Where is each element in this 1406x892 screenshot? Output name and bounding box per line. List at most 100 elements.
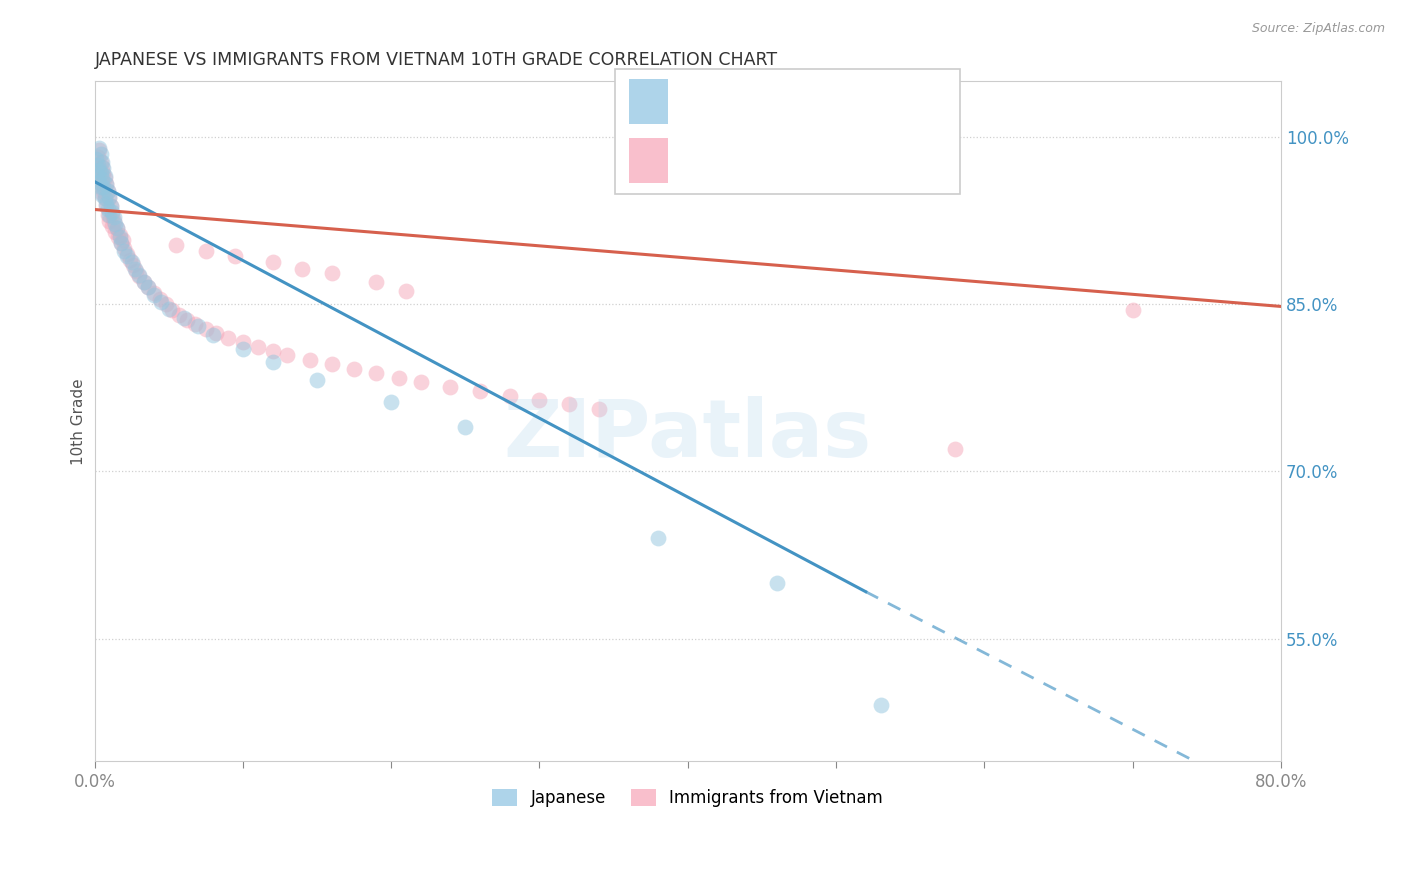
Point (105, 221, 128, 235)
Point (100, 199, 122, 213)
Point (91, 188, 114, 202)
Point (122, 258, 145, 272)
Point (142, 286, 165, 301)
Point (454, 419, 477, 434)
Point (165, 238, 187, 252)
Point (94, 191, 117, 205)
Point (276, 349, 298, 363)
Point (380, 395, 402, 409)
Point (110, 235, 132, 250)
Text: 75: 75 (879, 153, 901, 168)
Legend: Japanese, Immigrants from Vietnam: Japanese, Immigrants from Vietnam (485, 782, 890, 814)
Point (112, 242, 135, 256)
Text: N =: N = (832, 153, 869, 168)
Point (343, 361, 366, 376)
Point (124, 261, 146, 276)
Point (104, 225, 127, 239)
Point (647, 531, 669, 545)
Point (205, 326, 228, 341)
Point (111, 233, 134, 247)
Point (86, 169, 108, 183)
Point (194, 244, 217, 258)
Point (101, 208, 124, 222)
Point (97, 208, 120, 222)
Text: N =: N = (832, 93, 869, 108)
Point (86, 158, 108, 172)
Point (107, 230, 129, 244)
Point (125, 264, 148, 278)
Point (262, 355, 284, 369)
Text: JAPANESE VS IMMIGRANTS FROM VIETNAM 10TH GRADE CORRELATION CHART: JAPANESE VS IMMIGRANTS FROM VIETNAM 10TH… (94, 51, 778, 69)
Point (98, 208, 121, 222)
Point (224, 249, 246, 263)
Point (232, 342, 254, 356)
Point (120, 252, 142, 267)
Point (84, 153, 107, 167)
Point (108, 228, 131, 243)
Point (96, 177, 118, 191)
Point (87, 175, 110, 189)
Point (155, 297, 177, 311)
Point (558, 397, 581, 411)
Point (97, 202, 120, 217)
Point (291, 261, 314, 276)
Point (409, 375, 432, 389)
Point (468, 384, 491, 398)
Point (499, 388, 522, 402)
Point (91, 154, 114, 169)
Point (96, 197, 118, 211)
Point (217, 331, 239, 345)
Point (94, 171, 117, 186)
FancyBboxPatch shape (616, 70, 960, 194)
Point (98, 213, 121, 227)
Point (121, 255, 143, 269)
Point (142, 288, 165, 302)
Point (173, 310, 195, 325)
Point (366, 366, 388, 380)
Point (132, 275, 155, 289)
Point (87, 161, 110, 176)
Point (96, 199, 118, 213)
Point (262, 344, 284, 359)
Point (100, 199, 122, 213)
Point (321, 266, 343, 280)
Point (87, 141, 110, 155)
Point (98, 190, 121, 204)
Point (321, 358, 343, 372)
FancyBboxPatch shape (630, 138, 668, 184)
Point (87, 163, 110, 178)
Point (529, 392, 551, 407)
Point (149, 292, 172, 306)
Text: Source: ZipAtlas.com: Source: ZipAtlas.com (1251, 22, 1385, 36)
Point (187, 319, 209, 334)
Text: -0.139: -0.139 (724, 153, 782, 168)
Point (387, 370, 409, 384)
Point (232, 335, 254, 350)
Point (132, 275, 155, 289)
Point (86, 150, 108, 164)
Point (93, 184, 115, 198)
Text: -0.659: -0.659 (724, 93, 782, 108)
Point (110, 235, 132, 250)
Point (112, 244, 135, 258)
Point (765, 575, 787, 590)
Point (89, 169, 111, 183)
Point (160, 302, 183, 317)
Point (128, 269, 150, 284)
Point (395, 284, 418, 298)
Point (86, 166, 108, 180)
Point (89, 180, 111, 194)
Point (89, 154, 111, 169)
Point (298, 353, 321, 368)
FancyBboxPatch shape (630, 78, 668, 124)
Point (94, 169, 117, 183)
Point (184, 318, 207, 332)
Text: 50: 50 (879, 93, 901, 108)
Point (91, 175, 114, 189)
Text: R =: R = (682, 93, 717, 108)
Point (202, 328, 225, 343)
Point (128, 268, 150, 283)
Point (194, 322, 217, 336)
Point (89, 166, 111, 180)
Point (943, 442, 966, 456)
